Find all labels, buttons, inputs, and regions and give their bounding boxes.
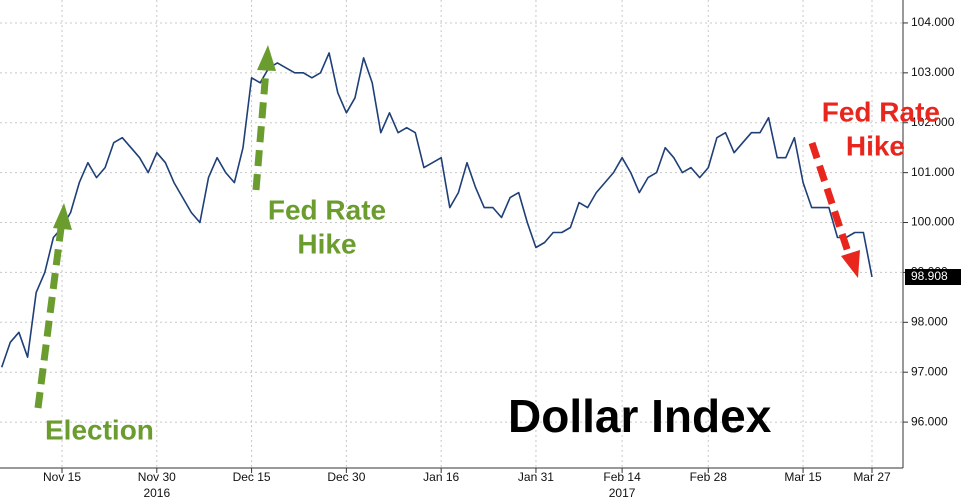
arrow <box>34 227 65 409</box>
arrow-head <box>841 250 860 278</box>
y-tick-label: 100.000 <box>911 215 955 229</box>
x-tick-label: Nov 15 <box>43 470 81 484</box>
y-tick-label: 101.000 <box>911 165 955 179</box>
arrow-head <box>53 203 72 230</box>
x-tick-label: Nov 30 <box>138 470 176 484</box>
y-tick-label: 102.000 <box>911 115 955 129</box>
arrow-head <box>257 45 276 71</box>
x-tick-label: Mar 15 <box>784 470 822 484</box>
y-tick-label: 97.000 <box>911 364 948 378</box>
y-tick-label: 103.000 <box>911 65 955 79</box>
series-line <box>0 52 873 368</box>
chart-title: Dollar Index <box>508 390 772 442</box>
x-tick-label: Dec 30 <box>327 470 365 484</box>
y-tick-label: 96.000 <box>911 414 948 428</box>
annotation: Fed Rate <box>268 194 386 225</box>
x-tick-label: Feb 28 <box>690 470 728 484</box>
y-tick-label: 98.000 <box>911 314 948 328</box>
arrow <box>808 141 853 257</box>
annotation: Hike <box>297 228 356 259</box>
x-tick-label: Dec 15 <box>233 470 271 484</box>
arrow <box>252 69 270 191</box>
x-tick-label: Jan 31 <box>518 470 554 484</box>
x-tick-label: Feb 14 <box>603 470 641 484</box>
last-value-box <box>905 269 961 286</box>
annotation: Hike <box>846 130 905 161</box>
x-tick-label: Mar 27 <box>853 470 891 484</box>
annotation: Fed Rate <box>822 96 940 127</box>
year-label: 2016 <box>143 486 170 500</box>
last-value-label: 98.908 <box>911 269 948 283</box>
year-label: 2017 <box>609 486 636 500</box>
annotation: Election <box>45 414 154 445</box>
x-tick-label: Jan 16 <box>423 470 459 484</box>
y-tick-label: 104.000 <box>911 15 955 29</box>
arrows <box>34 45 860 409</box>
